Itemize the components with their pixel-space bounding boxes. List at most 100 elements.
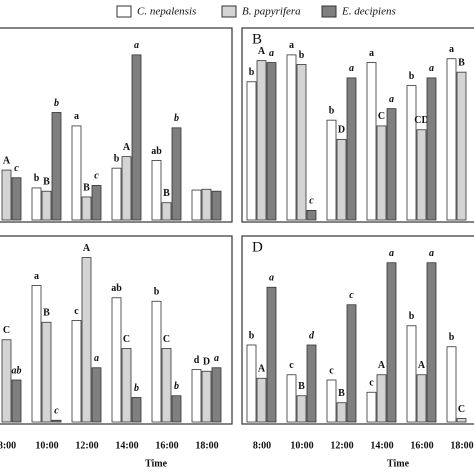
legend-label: E. decipiens <box>341 6 396 18</box>
bar <box>201 370 212 423</box>
significance-letter: b <box>54 98 59 109</box>
bar <box>211 367 222 423</box>
significance-letter: CD <box>414 115 428 126</box>
significance-letter: b <box>449 332 455 343</box>
significance-letter: B <box>43 176 50 187</box>
significance-letter: a <box>429 248 434 259</box>
significance-letter: b <box>249 67 255 78</box>
legend-swatch <box>321 5 337 18</box>
bar <box>171 127 182 221</box>
x-tick-label: 8:00 <box>253 440 271 451</box>
significance-letter: b <box>299 50 305 61</box>
panel-label: D <box>252 239 263 255</box>
significance-letter: d <box>194 355 200 366</box>
bar <box>306 209 317 221</box>
bar <box>366 391 377 423</box>
bar <box>1 169 12 221</box>
significance-letter: c <box>54 406 59 417</box>
bar <box>131 54 142 221</box>
bar <box>111 167 122 221</box>
x-tick-label: 10:00 <box>35 440 58 451</box>
significance-letter: c <box>369 378 374 389</box>
bar <box>296 64 307 221</box>
bar <box>416 374 427 423</box>
bar <box>131 397 142 423</box>
significance-letter: b <box>329 105 335 116</box>
significance-letter: C <box>3 325 10 336</box>
bar <box>456 418 467 423</box>
significance-letter: c <box>74 306 79 317</box>
significance-letter: a <box>134 40 139 51</box>
significance-letter: b <box>114 153 120 164</box>
bar <box>121 156 132 221</box>
significance-letter: C <box>378 111 385 122</box>
bar <box>81 196 92 221</box>
legend-label: B. papyrifera <box>242 6 301 18</box>
bar <box>51 419 62 423</box>
significance-letter: C <box>458 404 465 415</box>
significance-letter: d <box>309 330 315 341</box>
significance-letter: b <box>409 311 415 322</box>
significance-letter: a <box>269 273 274 284</box>
significance-letter: b <box>34 173 40 184</box>
x-tick-label: 14:00 <box>370 440 393 451</box>
bar <box>376 374 387 423</box>
bar <box>286 54 297 221</box>
bar <box>41 321 52 423</box>
bar <box>326 379 337 423</box>
significance-letter: ab <box>151 146 162 157</box>
significance-letter: A <box>418 360 426 371</box>
significance-letter: a <box>349 63 354 74</box>
bar <box>111 297 122 423</box>
bar <box>71 125 82 221</box>
significance-letter: B <box>338 388 345 399</box>
bar <box>11 379 22 423</box>
significance-letter: a <box>429 63 434 74</box>
significance-letter: B <box>83 182 90 193</box>
x-tick-label: 14:00 <box>115 440 138 451</box>
bar <box>211 190 222 221</box>
significance-letter: b <box>409 71 415 82</box>
significance-letter: c <box>309 196 314 207</box>
significance-letter: a <box>34 271 39 282</box>
significance-letter: a <box>449 44 454 55</box>
bar <box>306 344 317 423</box>
significance-letter: a <box>289 40 294 51</box>
bar <box>256 377 267 423</box>
significance-letter: a <box>269 48 274 59</box>
significance-letter: A <box>123 142 131 153</box>
bar <box>91 185 102 221</box>
significance-letter: a <box>389 248 394 259</box>
bar <box>366 62 377 221</box>
x-tick-label: 18:00 <box>195 440 218 451</box>
panel-frame <box>241 235 474 425</box>
significance-letter: D <box>338 125 345 136</box>
bar <box>151 160 162 221</box>
bar <box>446 346 457 423</box>
bar <box>246 344 257 423</box>
significance-letter: B <box>298 381 305 392</box>
significance-letter: c <box>349 290 354 301</box>
legend-swatch <box>116 5 132 18</box>
bar <box>426 77 437 221</box>
bar <box>386 262 397 423</box>
bar <box>246 81 257 221</box>
significance-letter: b <box>249 330 255 341</box>
bar <box>266 62 277 221</box>
x-tick-label: 12:00 <box>75 440 98 451</box>
bar <box>266 286 277 423</box>
panel-frame <box>241 27 474 223</box>
bar <box>11 177 22 221</box>
x-tick-label: 8:00 <box>0 440 16 451</box>
panel-label: B <box>252 31 262 47</box>
bar <box>161 348 172 423</box>
significance-letter: a <box>214 353 219 364</box>
significance-letter: A <box>258 46 266 57</box>
x-tick-label: 10:00 <box>290 440 313 451</box>
bar <box>121 348 132 423</box>
bar <box>31 187 42 221</box>
panel-frame <box>0 27 233 223</box>
bar <box>171 395 182 423</box>
bar <box>336 402 347 423</box>
